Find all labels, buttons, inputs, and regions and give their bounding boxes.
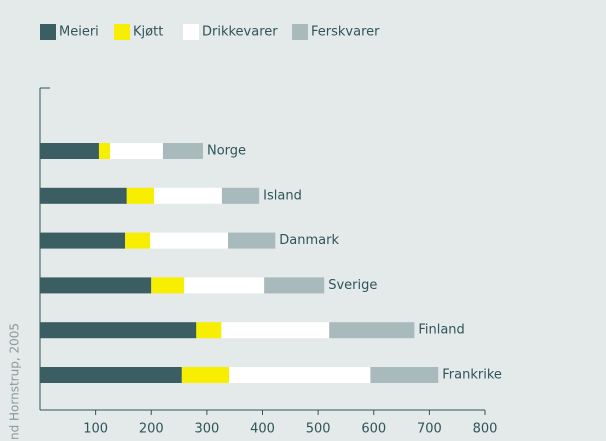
- x-tick-label: 500: [306, 422, 331, 437]
- x-tick-label: 100: [83, 422, 108, 437]
- bar-segment: [370, 367, 439, 383]
- bar-segment: [40, 322, 197, 339]
- legend-swatch: [114, 24, 130, 40]
- x-tick-label: 400: [250, 422, 275, 437]
- category-label: Frankrike: [442, 368, 502, 383]
- bar-segment: [184, 277, 265, 294]
- bar-segment: [98, 143, 111, 159]
- legend-label: Meieri: [59, 25, 99, 40]
- bar-segment: [221, 187, 260, 204]
- source-note: nd Hornstrup, 2005: [8, 323, 22, 440]
- category-label: Norge: [207, 144, 246, 159]
- x-tick-label: 600: [361, 422, 386, 437]
- bar-segment: [151, 277, 185, 294]
- bar-segment: [228, 232, 276, 249]
- x-tick-label: 800: [473, 422, 498, 437]
- bar-segment: [329, 322, 415, 339]
- bar-segment: [229, 367, 371, 383]
- bar-segment: [196, 322, 222, 339]
- x-tick-label: 200: [139, 422, 164, 437]
- bar-segment: [264, 277, 325, 294]
- x-tick-label: 700: [417, 422, 442, 437]
- legend-swatch: [292, 24, 308, 40]
- bar-segment: [181, 367, 230, 383]
- category-label: Danmark: [279, 233, 339, 248]
- bar-segment: [125, 232, 151, 249]
- legend-label: Kjøtt: [133, 25, 163, 40]
- category-label: Island: [263, 188, 302, 203]
- category-label: Finland: [418, 323, 464, 338]
- x-tick-label: 300: [194, 422, 219, 437]
- bar-segment: [150, 232, 229, 249]
- legend-swatch: [183, 24, 199, 40]
- bar-segment: [162, 143, 203, 159]
- bar-segment: [40, 143, 99, 159]
- bar-segment: [40, 367, 182, 383]
- bar-segment: [126, 187, 155, 204]
- bar-segment: [110, 143, 163, 159]
- bar-segment: [40, 277, 152, 294]
- bar-segment: [221, 322, 330, 339]
- legend-label: Drikkevarer: [202, 25, 278, 40]
- bar-segment: [40, 187, 127, 204]
- category-label: Sverige: [328, 278, 377, 293]
- bar-segment: [154, 187, 222, 204]
- legend-label: Ferskvarer: [311, 25, 380, 40]
- bar-segment: [40, 232, 126, 249]
- legend-swatch: [40, 24, 56, 40]
